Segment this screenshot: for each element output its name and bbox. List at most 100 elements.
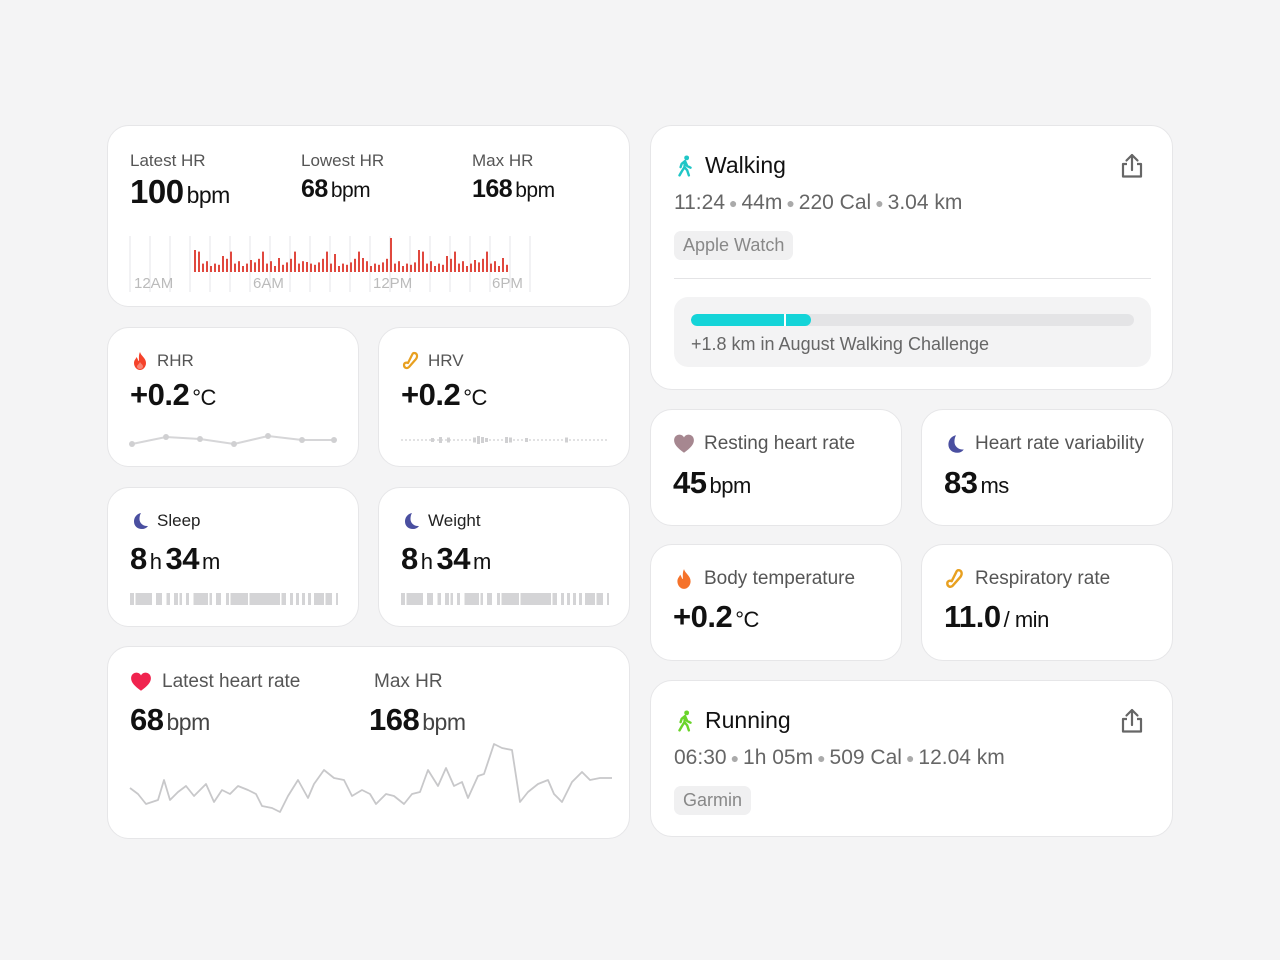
resp-rate-label: Respiratory rate: [975, 568, 1111, 589]
latest-heart-rate-unit: bpm: [166, 709, 210, 735]
resting-heart-rate-card[interactable]: Resting heart rate 45 bpm: [650, 409, 902, 526]
sleep-gap: [208, 593, 210, 605]
walking-share-button[interactable]: [1118, 152, 1146, 180]
max-hr-value: 168 bpm: [472, 175, 555, 204]
walking-card[interactable]: Walking 11:24 ● 44m ● 220 Cal ● 3.04 km Apple …: [650, 125, 1173, 390]
heart-icon: [130, 671, 152, 693]
hr-bar: [286, 262, 288, 272]
hr-bar: [350, 262, 352, 272]
hr-summary-card[interactable]: Latest HR 100 bpm Lowest HR 68 bpm Max HR …: [107, 125, 630, 307]
body-temp-number: +0.2: [673, 599, 733, 634]
sleep-card[interactable]: Sleep 8 h 34 m: [107, 487, 359, 627]
sleep-header: Sleep: [130, 511, 200, 531]
hr-bar: [490, 263, 492, 272]
hrv-sparkbars: [401, 436, 609, 444]
rhr-value: +0.2 °C: [130, 377, 216, 413]
running-share-button[interactable]: [1118, 707, 1146, 735]
hr-bar: [230, 251, 232, 272]
running-icon: [674, 709, 696, 732]
share-icon: [1121, 153, 1143, 178]
walking-header: Walking: [674, 152, 786, 179]
hrv-card[interactable]: HRV +0.2 °C: [378, 327, 630, 467]
walking-meta: 11:24 ● 44m ● 220 Cal ● 3.04 km: [674, 191, 963, 214]
sleep-segment: [427, 593, 433, 605]
hr-bar: [210, 266, 212, 272]
heart-rate-variability-card[interactable]: Heart rate variability 83 ms: [921, 409, 1173, 526]
hr-bar: [258, 258, 260, 272]
hr-bar: [498, 266, 500, 272]
hr-bar: [362, 258, 364, 272]
hr-bar: [462, 261, 464, 272]
hr-bar: [434, 266, 436, 272]
rhr-card[interactable]: RHR +0.2 °C: [107, 327, 359, 467]
hr-bar: [402, 266, 404, 272]
hr-bar: [274, 266, 276, 272]
hr-bar: [398, 261, 400, 272]
hr-time-axis: 12AM 6AM 12PM 6PM: [134, 275, 604, 293]
sleep-segment: [290, 593, 293, 605]
running-source-tag: Garmin: [674, 786, 752, 815]
running-time: 06:30: [674, 746, 727, 769]
running-calories: 509 Cal: [829, 746, 902, 769]
hr-bar: [410, 264, 412, 272]
hr-variability-number: 83: [944, 465, 978, 500]
running-card[interactable]: Running 06:30 ● 1h 05m ● 509 Cal ● 12.04 km Ga…: [650, 680, 1173, 837]
hr-bar: [290, 258, 292, 272]
hr-bar: [242, 266, 244, 272]
hr-bar: [458, 263, 460, 272]
resting-hr-unit: bpm: [709, 473, 751, 498]
body-temp-value: +0.2 °C: [673, 599, 759, 635]
sleep-gap: [405, 593, 407, 605]
sleep-gap: [134, 593, 136, 605]
max-hr-unit: bpm: [515, 179, 555, 202]
hr-bar: [338, 266, 340, 272]
sleep-segment: [561, 593, 564, 605]
resting-hr-value: 45 bpm: [673, 465, 751, 501]
hr-bar: [426, 263, 428, 272]
hrv-bar: [481, 437, 484, 443]
challenge-progress-fill: [691, 314, 811, 326]
weight-card[interactable]: Weight 8 h 34 m: [378, 487, 630, 627]
hrv-bar: [509, 437, 512, 443]
sleep-gap: [165, 593, 167, 605]
sleep-gap: [324, 593, 326, 605]
hrv-unit: °C: [463, 385, 487, 410]
body-temperature-card[interactable]: Body temperature +0.2 °C: [650, 544, 902, 661]
hr-bar: [218, 264, 220, 272]
hr-bar: [390, 238, 392, 272]
hr-bar: [354, 258, 356, 272]
sleep-segment: [437, 593, 441, 605]
walking-title: Walking: [705, 152, 786, 178]
hr-bar: [250, 260, 252, 272]
sleep-minutes-unit: m: [201, 549, 220, 574]
hr-bar: [278, 258, 280, 272]
rhr-number: +0.2: [130, 377, 190, 412]
weight-header: Weight: [401, 511, 481, 531]
latest-heart-rate-card[interactable]: Latest heart rate 68 bpm Max HR 168 bpm: [107, 646, 630, 839]
sleep-segment: [166, 593, 170, 605]
latest-hr-value: 100 bpm: [130, 173, 230, 211]
sleep-value: 8 h 34 m: [130, 541, 220, 577]
hr-bar: [366, 261, 368, 272]
sleep-gap: [519, 593, 521, 605]
hr-bar: [206, 261, 208, 272]
sleep-gap: [178, 593, 180, 605]
hr-bar: [330, 263, 332, 272]
hr-bar: [394, 263, 396, 272]
hr-bar: [322, 258, 324, 272]
respiratory-rate-card[interactable]: Respiratory rate 11.0/ min: [921, 544, 1173, 661]
heart-rate-line-chart: [129, 743, 612, 813]
resting-hr-number: 45: [673, 465, 707, 500]
hr-bar: [326, 251, 328, 272]
time-label-12am: 12AM: [134, 275, 174, 292]
sleep-segment: [607, 593, 609, 605]
sleep-segment: [308, 593, 311, 605]
hr-bar: [226, 258, 228, 272]
hr-bar: [414, 262, 416, 272]
hr-variability-value: 83 ms: [944, 465, 1009, 501]
hrv-bar: [525, 438, 528, 442]
running-distance: 12.04 km: [918, 746, 1005, 769]
walking-challenge-panel[interactable]: +1.8 km in August Walking Challenge: [674, 297, 1151, 367]
sleep-gap: [449, 593, 451, 605]
body-temp-unit: °C: [735, 607, 759, 632]
